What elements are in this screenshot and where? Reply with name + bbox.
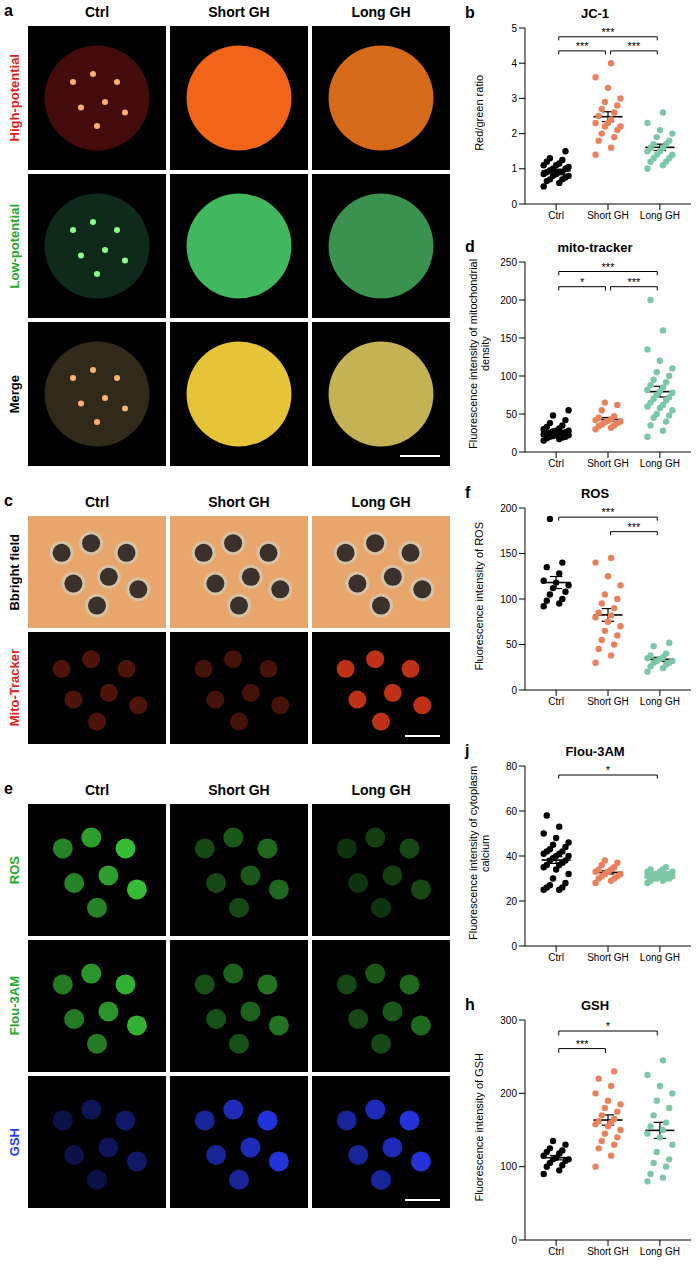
svg-text:150: 150 [500, 548, 517, 559]
svg-text:Long GH: Long GH [640, 1246, 680, 1257]
svg-text:***: *** [576, 40, 590, 52]
svg-text:***: *** [628, 276, 642, 288]
svg-text:***: *** [628, 521, 642, 533]
svg-text:***: *** [602, 506, 616, 518]
html-text:Short GH: Short GH [208, 782, 270, 798]
svg-text:*: * [606, 764, 611, 776]
html-text:Short GH: Short GH [208, 4, 270, 20]
svg-text:0: 0 [511, 941, 517, 952]
svg-text:50: 50 [506, 639, 518, 650]
svg-text:Short GH: Short GH [587, 458, 629, 469]
html-text:Fluorescence intensity of ROS: Fluorescence intensity of ROS [473, 521, 485, 671]
svg-text:*: * [606, 1020, 611, 1032]
svg-text:Ctrl: Ctrl [548, 458, 564, 469]
svg-text:40: 40 [506, 851, 518, 862]
html-text:f: f [465, 484, 471, 501]
svg-text:***: *** [628, 40, 642, 52]
svg-text:1: 1 [511, 163, 517, 174]
svg-text:100: 100 [500, 594, 517, 605]
html-text:b: b [465, 4, 475, 21]
html-text:j: j [465, 742, 470, 759]
svg-text:100: 100 [500, 371, 517, 382]
svg-text:***: *** [602, 261, 616, 273]
svg-text:Long GH: Long GH [640, 696, 680, 707]
html-text:e: e [4, 780, 13, 797]
svg-text:250: 250 [500, 258, 517, 268]
svg-text:Short GH: Short GH [587, 952, 629, 963]
svg-text:80: 80 [506, 762, 518, 772]
svg-text:300: 300 [500, 1016, 517, 1026]
svg-text:200: 200 [500, 504, 517, 514]
html-text:mito-tracker: mito-tracker [557, 240, 633, 255]
svg-text:2: 2 [511, 128, 517, 139]
svg-text:0: 0 [511, 685, 517, 696]
html-text:High-potential: High-potential [6, 54, 22, 142]
html-text:Fluorescence intensity of cyto: Fluorescence intensity of cytoplasm calc… [467, 765, 491, 941]
svg-text:4: 4 [511, 58, 517, 69]
html-text:Fluorescence intensity of GSH: Fluorescence intensity of GSH [473, 1052, 485, 1202]
svg-text:***: *** [576, 1038, 590, 1050]
svg-text:60: 60 [506, 806, 518, 817]
svg-text:5: 5 [511, 24, 517, 34]
svg-text:Long GH: Long GH [640, 458, 680, 469]
html-text:Merge: Merge [6, 374, 22, 414]
html-text:Fluorescence intensity of mito: Fluorescence intensity of mitochondrial … [467, 258, 491, 450]
svg-text:100: 100 [500, 1161, 517, 1172]
html-text:d: d [465, 238, 475, 255]
html-text:Flou-3AM: Flou-3AM [565, 744, 625, 759]
svg-text:Short GH: Short GH [587, 1246, 629, 1257]
svg-text:200: 200 [500, 1088, 517, 1099]
svg-text:Long GH: Long GH [640, 952, 680, 963]
html-text:Bbright field: Bbright field [6, 533, 22, 611]
html-text:h: h [465, 996, 475, 1013]
svg-text:Ctrl: Ctrl [548, 696, 564, 707]
html-text:Ctrl: Ctrl [84, 4, 110, 20]
svg-text:Long GH: Long GH [640, 210, 680, 221]
html-text:a: a [4, 2, 13, 19]
html-text:ROS: ROS [580, 486, 610, 501]
html-text:Short GH: Short GH [208, 494, 270, 510]
html-text:JC-1: JC-1 [580, 6, 610, 21]
html-text:ROS: ROS [6, 855, 22, 885]
svg-text:0: 0 [511, 447, 517, 458]
html-text:Ctrl: Ctrl [84, 494, 110, 510]
html-text:Mito-Tracker: Mito-Tracker [6, 649, 22, 727]
html-text:Ctrl: Ctrl [84, 782, 110, 798]
html-text:Long GH: Long GH [351, 4, 411, 20]
html-text:c: c [4, 492, 13, 509]
svg-text:200: 200 [500, 295, 517, 306]
svg-text:***: *** [602, 26, 616, 38]
svg-text:Short GH: Short GH [587, 696, 629, 707]
svg-text:0: 0 [511, 199, 517, 210]
svg-text:Ctrl: Ctrl [548, 210, 564, 221]
html-text:Low-potential: Low-potential [6, 203, 22, 289]
svg-text:20: 20 [506, 896, 518, 907]
svg-text:0: 0 [511, 1235, 517, 1246]
svg-text:*: * [580, 276, 585, 288]
svg-text:50: 50 [506, 409, 518, 420]
svg-text:Ctrl: Ctrl [548, 952, 564, 963]
svg-text:150: 150 [500, 333, 517, 344]
html-text:Flou-3AM: Flou-3AM [6, 976, 22, 1036]
html-text:Long GH: Long GH [351, 782, 411, 798]
html-text:Red/green ratio: Red/green ratio [473, 75, 485, 151]
html-text:GSH: GSH [580, 998, 610, 1013]
svg-text:Ctrl: Ctrl [548, 1246, 564, 1257]
html-text:Long GH: Long GH [351, 494, 411, 510]
svg-text:3: 3 [511, 93, 517, 104]
svg-text:Short GH: Short GH [587, 210, 629, 221]
html-text:GSH: GSH [6, 1127, 22, 1157]
